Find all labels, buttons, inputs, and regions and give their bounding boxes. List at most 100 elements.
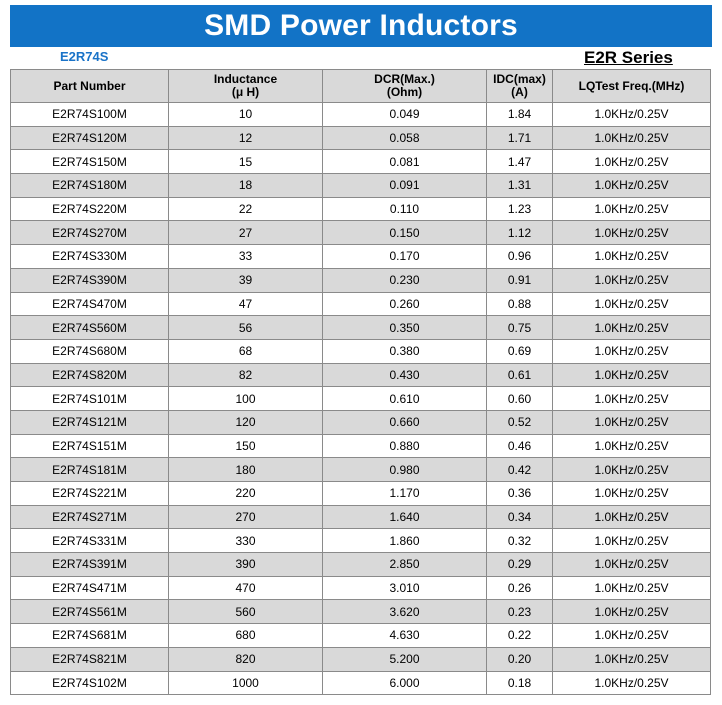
cell-dcr: 1.860: [322, 528, 487, 554]
table-row: E2R74S102M 1000 6.000 0.18 1.0KHz/0.25V: [10, 670, 711, 696]
cell-test-freq: 1.0KHz/0.25V: [552, 504, 711, 530]
table-row: E2R74S221M 220 1.170 0.36 1.0KHz/0.25V: [10, 481, 711, 506]
cell-dcr: 0.058: [322, 125, 487, 151]
cell-inductance: 56: [168, 315, 323, 340]
column-header-text: IDC(max): [493, 72, 546, 86]
cell-test-freq: 1.0KHz/0.25V: [552, 528, 711, 554]
cell-dcr: 6.000: [322, 670, 487, 696]
cell-test-freq: 1.0KHz/0.25V: [552, 386, 711, 411]
spec-table-body: E2R74S100M 10 0.049 1.84 1.0KHz/0.25V E2R74S1…: [10, 102, 711, 696]
cell-test-freq: 1.0KHz/0.25V: [552, 220, 711, 246]
cell-idc: 0.22: [486, 623, 553, 648]
cell-part-number: E2R74S470M: [10, 291, 169, 317]
cell-dcr: 1.170: [322, 481, 487, 506]
cell-part-number: E2R74S151M: [10, 433, 169, 459]
cell-part-number: E2R74S220M: [10, 196, 169, 222]
table-row: E2R74S271M 270 1.640 0.34 1.0KHz/0.25V: [10, 504, 711, 530]
cell-dcr: 0.170: [322, 244, 487, 269]
cell-dcr: 4.630: [322, 623, 487, 648]
cell-test-freq: 1.0KHz/0.25V: [552, 338, 711, 364]
cell-part-number: E2R74S221M: [10, 481, 169, 506]
series-label: E2R Series: [584, 48, 673, 67]
cell-dcr: 0.880: [322, 433, 487, 459]
cell-inductance: 1000: [168, 670, 323, 696]
header-row: Part Number Inductance (μ H) DCR(Max.) (Ohm)…: [10, 69, 711, 103]
cell-test-freq: 1.0KHz/0.25V: [552, 362, 711, 388]
cell-test-freq: 1.0KHz/0.25V: [552, 149, 711, 175]
cell-inductance: 10: [168, 102, 323, 127]
table-row: E2R74S681M 680 4.630 0.22 1.0KHz/0.25V: [10, 623, 711, 648]
cell-part-number: E2R74S101M: [10, 386, 169, 411]
cell-inductance: 100: [168, 386, 323, 411]
cell-idc: 1.84: [486, 102, 553, 127]
table-row: E2R74S471M 470 3.010 0.26 1.0KHz/0.25V: [10, 575, 711, 601]
cell-idc: 0.42: [486, 457, 553, 482]
cell-part-number: E2R74S180M: [10, 173, 169, 198]
cell-part-number: E2R74S820M: [10, 362, 169, 388]
cell-dcr: 1.640: [322, 504, 487, 530]
cell-inductance: 220: [168, 481, 323, 506]
cell-dcr: 0.350: [322, 315, 487, 340]
cell-part-number: E2R74S821M: [10, 646, 169, 672]
cell-idc: 0.88: [486, 291, 553, 317]
cell-dcr: 0.610: [322, 386, 487, 411]
cell-part-number: E2R74S181M: [10, 457, 169, 482]
cell-part-number: E2R74S680M: [10, 338, 169, 364]
cell-inductance: 39: [168, 267, 323, 293]
cell-dcr: 3.010: [322, 575, 487, 601]
cell-test-freq: 1.0KHz/0.25V: [552, 315, 711, 340]
cell-idc: 0.91: [486, 267, 553, 293]
cell-idc: 0.29: [486, 552, 553, 577]
cell-idc: 0.61: [486, 362, 553, 388]
cell-idc: 1.31: [486, 173, 553, 198]
table-row: E2R74S390M 39 0.230 0.91 1.0KHz/0.25V: [10, 267, 711, 293]
cell-idc: 0.18: [486, 670, 553, 696]
cell-inductance: 47: [168, 291, 323, 317]
table-row: E2R74S561M 560 3.620 0.23 1.0KHz/0.25V: [10, 599, 711, 625]
table-row: E2R74S270M 27 0.150 1.12 1.0KHz/0.25V: [10, 220, 711, 246]
cell-idc: 0.52: [486, 409, 553, 435]
table-row: E2R74S391M 390 2.850 0.29 1.0KHz/0.25V: [10, 552, 711, 577]
spec-table-head: Part Number Inductance (μ H) DCR(Max.) (Ohm)…: [10, 69, 711, 103]
cell-dcr: 0.049: [322, 102, 487, 127]
cell-inductance: 15: [168, 149, 323, 175]
cell-inductance: 27: [168, 220, 323, 246]
cell-part-number: E2R74S391M: [10, 552, 169, 577]
cell-dcr: 0.660: [322, 409, 487, 435]
cell-idc: 1.71: [486, 125, 553, 151]
table-row: E2R74S820M 82 0.430 0.61 1.0KHz/0.25V: [10, 362, 711, 388]
cell-test-freq: 1.0KHz/0.25V: [552, 291, 711, 317]
table-row: E2R74S180M 18 0.091 1.31 1.0KHz/0.25V: [10, 173, 711, 198]
column-header-inductance: Inductance (μ H): [168, 69, 323, 103]
cell-dcr: 3.620: [322, 599, 487, 625]
cell-test-freq: 1.0KHz/0.25V: [552, 599, 711, 625]
cell-inductance: 120: [168, 409, 323, 435]
cell-idc: 0.69: [486, 338, 553, 364]
cell-inductance: 820: [168, 646, 323, 672]
table-row: E2R74S150M 15 0.081 1.47 1.0KHz/0.25V: [10, 149, 711, 175]
cell-idc: 0.75: [486, 315, 553, 340]
cell-dcr: 0.091: [322, 173, 487, 198]
column-header-text: LQTest Freq.(MHz): [578, 78, 685, 93]
cell-idc: 0.60: [486, 386, 553, 411]
table-row: E2R74S121M 120 0.660 0.52 1.0KHz/0.25V: [10, 409, 711, 435]
cell-dcr: 5.200: [322, 646, 487, 672]
table-row: E2R74S151M 150 0.880 0.46 1.0KHz/0.25V: [10, 433, 711, 459]
cell-test-freq: 1.0KHz/0.25V: [552, 267, 711, 293]
cell-test-freq: 1.0KHz/0.25V: [552, 646, 711, 672]
cell-idc: 0.34: [486, 504, 553, 530]
cell-inductance: 150: [168, 433, 323, 459]
column-header-text: DCR(Max.): [374, 72, 435, 86]
cell-dcr: 2.850: [322, 552, 487, 577]
cell-inductance: 180: [168, 457, 323, 482]
cell-idc: 0.36: [486, 481, 553, 506]
cell-inductance: 470: [168, 575, 323, 601]
cell-part-number: E2R74S271M: [10, 504, 169, 530]
cell-test-freq: 1.0KHz/0.25V: [552, 173, 711, 198]
cell-dcr: 0.150: [322, 220, 487, 246]
model-label: E2R74S: [60, 49, 109, 64]
table-row: E2R74S330M 33 0.170 0.96 1.0KHz/0.25V: [10, 244, 711, 269]
cell-inductance: 33: [168, 244, 323, 269]
cell-dcr: 0.980: [322, 457, 487, 482]
cell-dcr: 0.081: [322, 149, 487, 175]
